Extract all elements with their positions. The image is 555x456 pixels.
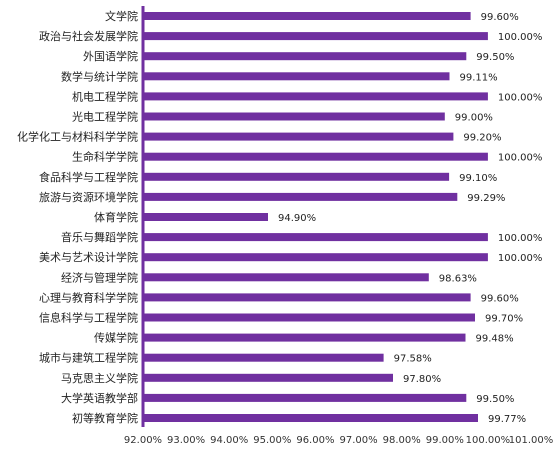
value-label: 99.11%: [460, 72, 498, 83]
x-tick-label: 98.00%: [383, 435, 421, 446]
value-label: 100.00%: [498, 253, 543, 264]
category-label: 城市与建筑工程学院: [39, 351, 138, 365]
x-tick-label: 101.00%: [509, 435, 554, 446]
value-labels: 99.60%100.00%99.50%99.11%100.00%99.00%99…: [278, 12, 542, 425]
value-label: 99.70%: [485, 314, 523, 325]
bar: [143, 233, 488, 242]
bar: [143, 72, 450, 81]
bar: [143, 414, 478, 422]
category-label: 光电工程学院: [72, 110, 138, 124]
value-label: 99.20%: [463, 133, 501, 144]
bar: [143, 152, 488, 161]
category-label: 初等教育学院: [72, 411, 138, 425]
x-tick-label: 95.00%: [253, 435, 291, 446]
value-label: 99.50%: [476, 52, 514, 63]
value-label: 100.00%: [498, 233, 543, 244]
category-label: 政治与社会发展学院: [39, 29, 138, 43]
value-label: 99.77%: [488, 414, 526, 425]
bar: [143, 12, 471, 20]
value-label: 99.10%: [459, 173, 497, 184]
category-label: 机电工程学院: [72, 89, 138, 103]
bar: [143, 92, 488, 101]
category-label: 体育学院: [94, 210, 138, 224]
category-label: 马克思主义学院: [61, 371, 138, 385]
bar: [143, 32, 488, 41]
x-tick-label: 92.00%: [124, 435, 162, 446]
category-labels: 文学院政治与社会发展学院外国语学院数学与统计学院机电工程学院光电工程学院化学化工…: [17, 9, 138, 425]
category-label: 美术与艺术设计学院: [39, 250, 138, 264]
category-label: 生命科学学院: [72, 150, 138, 164]
category-label: 外国语学院: [83, 49, 138, 63]
x-tick-label: 94.00%: [210, 435, 248, 446]
bar: [143, 192, 458, 201]
value-label: 99.60%: [481, 12, 519, 23]
x-tick-label: 96.00%: [296, 435, 334, 446]
category-label: 心理与教育科学学院: [39, 290, 138, 304]
x-tick-label: 100.00%: [466, 435, 511, 446]
value-label: 97.80%: [403, 374, 441, 385]
category-label: 传媒学院: [94, 331, 138, 345]
category-label: 化学化工与材料科学学院: [17, 130, 138, 144]
bar: [143, 132, 454, 141]
category-label: 音乐与舞蹈学院: [61, 230, 138, 244]
category-label: 数学与统计学院: [61, 69, 138, 83]
value-label: 97.58%: [394, 354, 432, 365]
value-label: 99.60%: [481, 293, 519, 304]
bar: [143, 253, 488, 262]
value-label: 99.00%: [455, 113, 493, 124]
x-axis-ticks: 92.00% 93.00% 94.00% 95.00% 96.00% 97.00% 98.0…: [124, 435, 553, 446]
value-label: 99.50%: [476, 394, 514, 405]
value-label: 98.63%: [439, 273, 477, 284]
bar: [143, 112, 445, 121]
bar: [143, 213, 268, 221]
bars-group: [143, 12, 488, 422]
bar: [143, 353, 384, 362]
bar: [143, 373, 393, 382]
value-label: 99.29%: [467, 193, 505, 204]
value-label: 100.00%: [498, 32, 543, 43]
value-label: 94.90%: [278, 213, 316, 224]
bar: [143, 293, 471, 302]
category-label: 旅游与资源环境学院: [39, 190, 138, 204]
x-tick-label: 93.00%: [167, 435, 205, 446]
category-label: 食品科学与工程学院: [39, 170, 138, 184]
category-label: 文学院: [105, 9, 138, 23]
value-label: 100.00%: [498, 153, 543, 164]
bar: [143, 172, 450, 181]
x-tick-label: 97.00%: [340, 435, 378, 446]
bar: [143, 333, 466, 342]
category-label: 信息科学与工程学院: [39, 311, 138, 325]
x-tick-label: 99.00%: [426, 435, 464, 446]
bar: [143, 393, 467, 402]
category-label: 大学英语教学部: [61, 391, 138, 405]
bar: [143, 273, 429, 282]
category-label: 经济与管理学院: [61, 270, 138, 284]
value-label: 99.48%: [476, 334, 514, 345]
value-label: 100.00%: [498, 92, 543, 103]
bar: [143, 313, 475, 322]
bar: [143, 52, 467, 61]
